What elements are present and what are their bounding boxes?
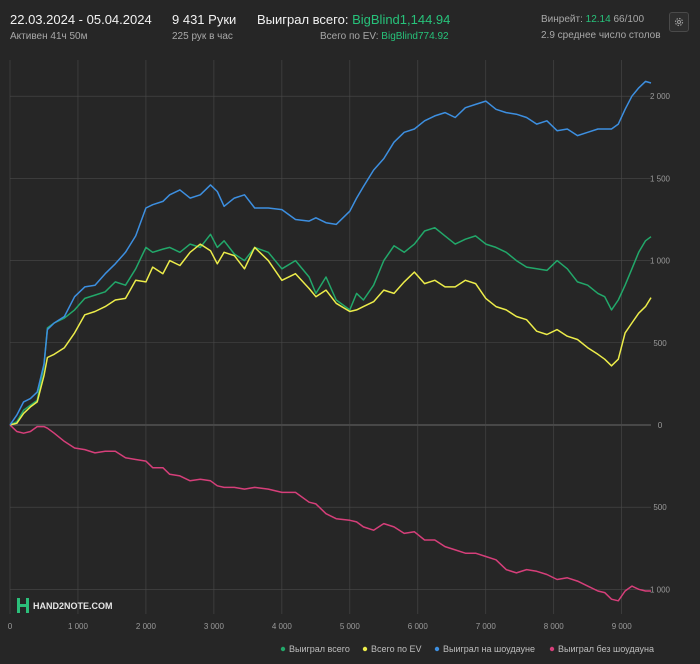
y-tick-label: 1 000 [650, 585, 671, 594]
won-total: Выиграл всего: BigBlind1,144.94 [257, 12, 450, 27]
y-tick-label: 500 [653, 339, 667, 348]
legend-label[interactable]: Выиграл без шоудауна [558, 644, 654, 654]
ev-total: Всего по EV: BigBlind774.92 [320, 31, 449, 42]
winrate-fraction: 66/100 [613, 14, 645, 25]
x-tick-label: 3 000 [204, 622, 225, 631]
winrate-label: Винрейт: [541, 14, 583, 25]
series-line [9, 80, 652, 426]
logo-mark-icon [17, 598, 29, 613]
legend-label[interactable]: Всего по EV [371, 644, 421, 654]
y-tick-label: 1 500 [650, 174, 671, 183]
x-axis: 0 1 000 2 000 3 000 4 000 5 000 6 000 7 000 8 00… [8, 622, 632, 631]
series-layer [9, 80, 652, 602]
hands-count: 9 431 Руки [172, 12, 237, 27]
legend-marker [280, 646, 286, 652]
active-time: Активен 41ч 50м [10, 31, 88, 42]
x-tick-label: 7 000 [476, 622, 497, 631]
won-total-value: BigBlind1,144.94 [352, 12, 451, 27]
date-range: 22.03.2024 - 05.04.2024 [10, 12, 152, 27]
y-axis: 2 000 1 500 1 000 500 0 500 1 000 [650, 92, 671, 594]
legend-marker [434, 646, 440, 652]
series-line [9, 226, 652, 426]
settings-button[interactable] [669, 12, 689, 32]
x-tick-label: 8 000 [544, 622, 565, 631]
ev-total-value: BigBlind774.92 [381, 31, 449, 42]
ev-total-label: Всего по EV: [320, 31, 379, 42]
won-total-label: Выиграл всего: [257, 12, 349, 27]
legend-label[interactable]: Выиграл на шоудауне [443, 644, 535, 654]
legend-marker [549, 646, 555, 652]
x-tick-label: 6 000 [408, 622, 429, 631]
x-tick-label: 5 000 [340, 622, 361, 631]
y-tick-label: 500 [653, 503, 667, 512]
y-tick-label: 1 000 [650, 257, 671, 266]
series-line [9, 424, 651, 602]
x-tick-label: 0 [8, 622, 13, 631]
x-tick-label: 1 000 [68, 622, 89, 631]
x-tick-label: 2 000 [136, 622, 157, 631]
hand2note-logo: HAND2NOTE.COM [17, 598, 113, 613]
logo-text: HAND2NOTE.COM [33, 601, 113, 611]
gear-icon [674, 17, 684, 27]
x-tick-label: 9 000 [612, 622, 633, 631]
winrate-value: 12.14 [585, 14, 611, 25]
chart-legend: Выиграл всего Всего по EV Выиграл на шоуда… [280, 644, 654, 654]
grid-layer [9, 60, 651, 614]
avg-tables: 2.9 среднее число столов [541, 30, 661, 41]
y-tick-label: 2 000 [650, 92, 671, 101]
legend-marker [362, 646, 368, 652]
legend-label[interactable]: Выиграл всего [289, 644, 350, 654]
winrate: Винрейт: 12.14 66/100 [541, 14, 644, 25]
x-tick-label: 4 000 [272, 622, 293, 631]
hands-rate: 225 рук в час [172, 31, 233, 42]
y-tick-label: 0 [658, 421, 663, 430]
series-line [9, 243, 652, 426]
